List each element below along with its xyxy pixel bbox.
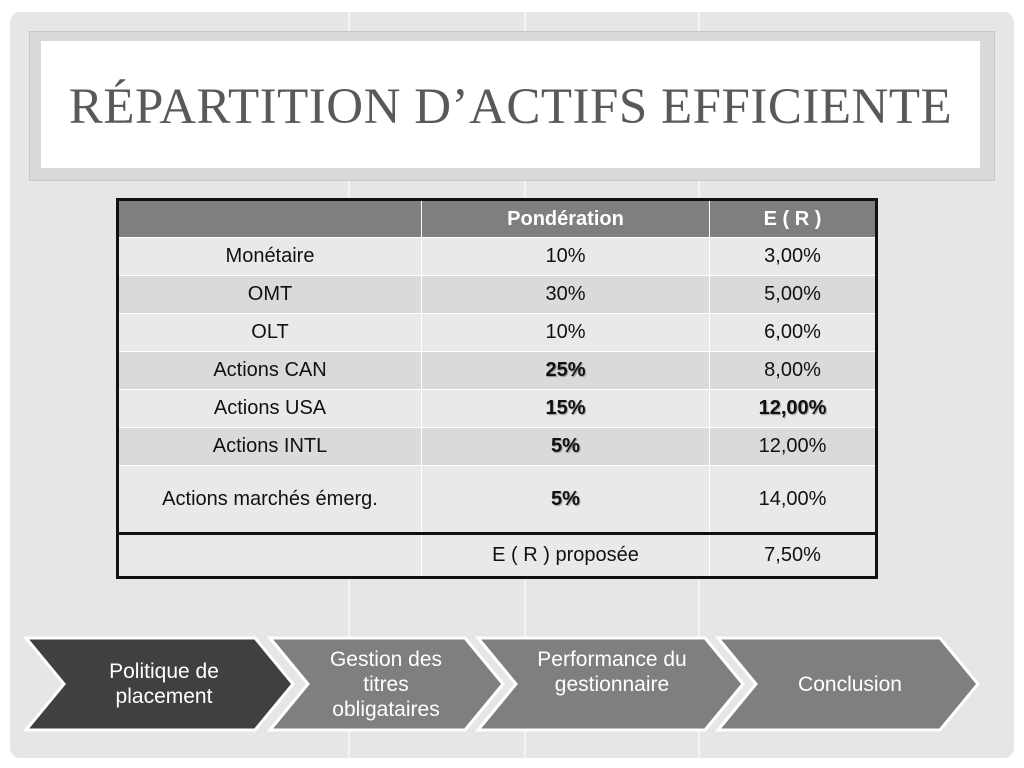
return-cell: 12,00%: [709, 389, 877, 428]
nav-conclusion[interactable]: Conclusion: [798, 673, 902, 696]
weight-cell: 15%: [421, 389, 710, 428]
asset-cell: Actions marchés émerg.: [117, 465, 422, 534]
table-header-row: Pondération E ( R ): [117, 199, 877, 238]
total-row: E ( R ) proposée 7,50%: [117, 532, 877, 578]
return-cell: 3,00%: [709, 237, 877, 276]
weight-cell: 10%: [421, 237, 710, 276]
total-label: E ( R ) proposée: [421, 532, 710, 578]
total-value: 7,50%: [709, 532, 877, 578]
weight-cell: 10%: [421, 313, 710, 352]
header-weight: Pondération: [421, 199, 710, 238]
allocation-table: Pondération E ( R ) Monétaire 10% 3,00% …: [116, 198, 878, 579]
weight-cell: 30%: [421, 275, 710, 314]
table-row: Actions INTL 5% 12,00%: [117, 427, 877, 466]
header-return: E ( R ): [709, 199, 877, 238]
table-row: Actions CAN 25% 8,00%: [117, 351, 877, 390]
table-row: Monétaire 10% 3,00%: [117, 237, 877, 276]
slide: RÉPARTITION D’ACTIFS EFFICIENTE Pondérat…: [10, 12, 1014, 758]
asset-cell: Monétaire: [117, 237, 422, 276]
title-box: RÉPARTITION D’ACTIFS EFFICIENTE: [41, 41, 980, 168]
title-frame: RÉPARTITION D’ACTIFS EFFICIENTE: [30, 32, 994, 180]
asset-cell: OMT: [117, 275, 422, 314]
weight-cell: 5%: [421, 427, 710, 466]
asset-cell: Actions CAN: [117, 351, 422, 390]
return-cell: 14,00%: [709, 465, 877, 534]
table-row: Actions USA 15% 12,00%: [117, 389, 877, 428]
asset-cell: Actions INTL: [117, 427, 422, 466]
weight-cell: 25%: [421, 351, 710, 390]
slide-title: RÉPARTITION D’ACTIFS EFFICIENTE: [68, 79, 953, 135]
asset-cell: OLT: [117, 313, 422, 352]
total-empty-cell: [117, 532, 422, 578]
nav-performance-gestionnaire[interactable]: Performance du gestionnaire: [537, 648, 687, 696]
table-row: OLT 10% 6,00%: [117, 313, 877, 352]
header-asset: [117, 199, 422, 238]
return-cell: 12,00%: [709, 427, 877, 466]
asset-cell: Actions USA: [117, 389, 422, 428]
table-row: OMT 30% 5,00%: [117, 275, 877, 314]
weight-cell: 5%: [421, 465, 710, 534]
table-row: Actions marchés émerg. 5% 14,00%: [117, 465, 877, 534]
return-cell: 5,00%: [709, 275, 877, 314]
nav-gestion-titres-obligataires[interactable]: Gestion des titres obligataires: [329, 648, 443, 721]
return-cell: 6,00%: [709, 313, 877, 352]
nav-politique-placement[interactable]: Politique de placement: [109, 660, 219, 708]
return-cell: 8,00%: [709, 351, 877, 390]
